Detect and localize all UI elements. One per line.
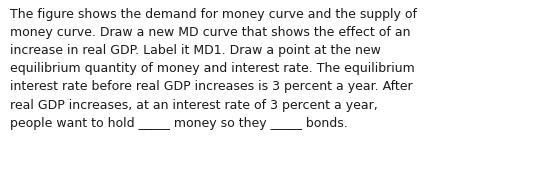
Text: The figure shows the demand for money curve and the supply of
money curve. Draw : The figure shows the demand for money cu… bbox=[10, 8, 417, 130]
